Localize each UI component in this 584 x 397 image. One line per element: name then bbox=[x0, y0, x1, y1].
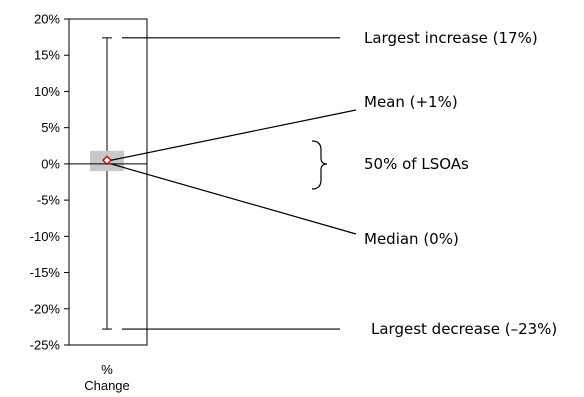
plot-frame bbox=[68, 18, 148, 346]
interquartile-label: 50% of LSOAs bbox=[364, 155, 469, 173]
mean-leader bbox=[110, 109, 357, 161]
y-tick-label: -20% bbox=[30, 301, 61, 316]
x-category-label-line2: Change bbox=[84, 378, 130, 393]
mean-marker bbox=[102, 155, 112, 166]
largest-increase-label: Largest increase (17%) bbox=[364, 29, 538, 47]
y-tick-label: -5% bbox=[37, 193, 61, 208]
interquartile-brace bbox=[311, 140, 328, 190]
x-category-label-line1: % bbox=[101, 362, 113, 377]
y-tick-label: 20% bbox=[34, 12, 60, 27]
y-tick-label: -25% bbox=[30, 338, 61, 353]
y-tick-label: 15% bbox=[34, 48, 60, 63]
y-tick-label: -10% bbox=[30, 229, 61, 244]
mean-label: Mean (+1%) bbox=[364, 93, 458, 111]
largest-decrease-label: Largest decrease (–23%) bbox=[371, 320, 557, 338]
y-tick-label: -15% bbox=[30, 265, 61, 280]
y-tick-label: 10% bbox=[34, 84, 60, 99]
median-label: Median (0%) bbox=[364, 230, 459, 248]
median-leader bbox=[110, 163, 357, 235]
y-tick-label: 5% bbox=[41, 120, 60, 135]
y-tick-label: 0% bbox=[41, 156, 60, 171]
